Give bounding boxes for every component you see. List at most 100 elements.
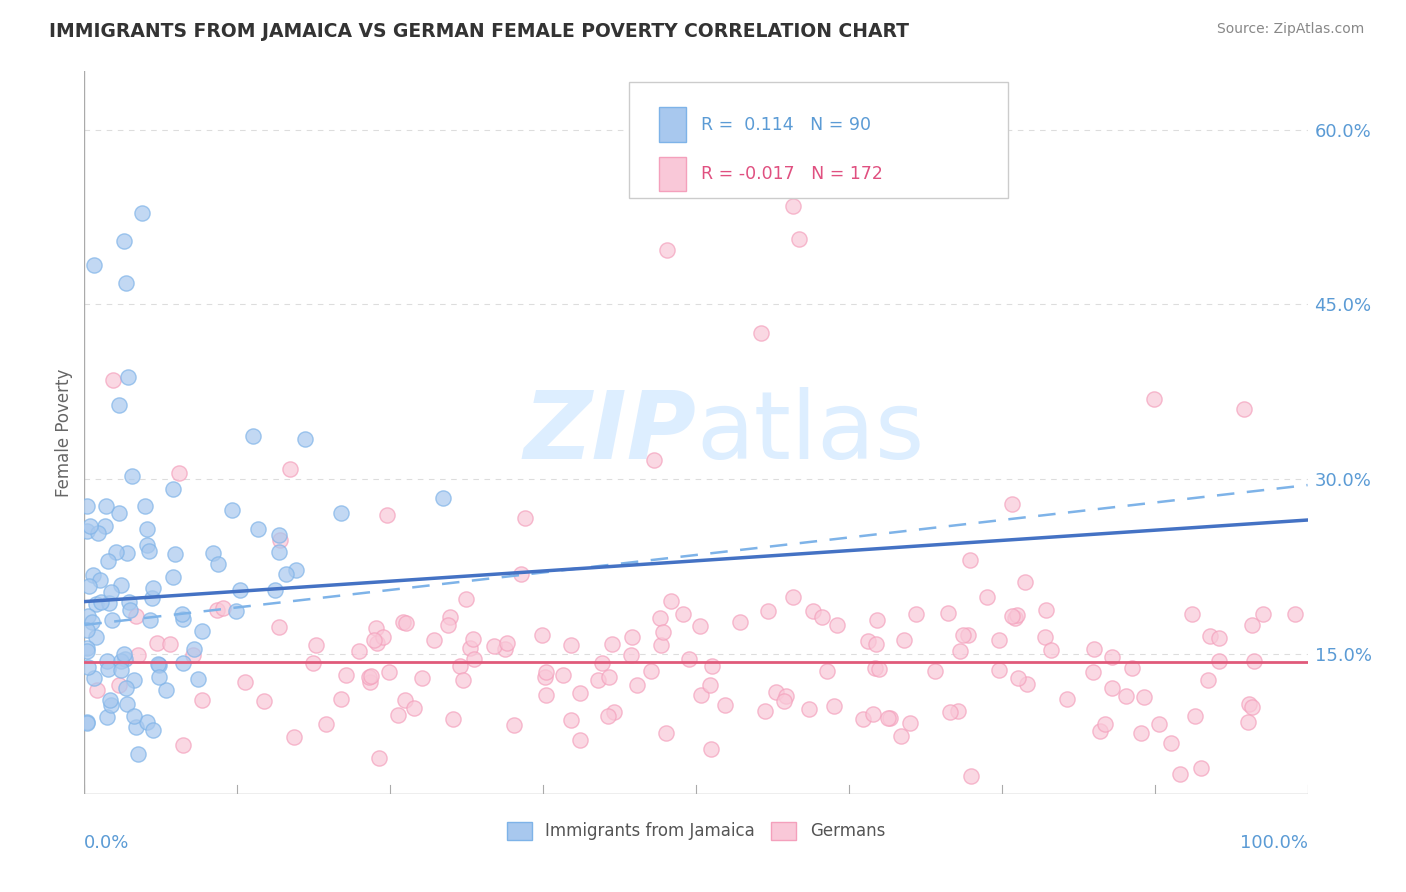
Immigrants from Jamaica — [97, 662, 120, 676]
Germans — [1208, 631, 1230, 645]
Germans — [938, 606, 960, 620]
Germans — [603, 705, 626, 719]
Germans — [509, 566, 531, 581]
Immigrants from Jamaica — [96, 710, 118, 724]
Germans — [1189, 761, 1212, 775]
Germans — [1040, 642, 1063, 657]
Germans — [172, 739, 194, 753]
Immigrants from Jamaica — [122, 709, 145, 723]
Germans — [1133, 690, 1156, 704]
Immigrants from Jamaica — [77, 660, 100, 674]
Germans — [1181, 607, 1204, 622]
Germans — [1243, 654, 1265, 668]
Immigrants from Jamaica — [76, 715, 98, 730]
Immigrants from Jamaica — [108, 398, 131, 412]
Germans — [395, 616, 418, 631]
Germans — [1199, 630, 1222, 644]
Immigrants from Jamaica — [172, 612, 194, 626]
Germans — [536, 688, 558, 702]
Immigrants from Jamaica — [79, 518, 101, 533]
Germans — [530, 628, 553, 642]
Immigrants from Jamaica — [79, 579, 101, 593]
Germans — [1115, 689, 1137, 703]
Germans — [1121, 661, 1143, 675]
Germans — [1083, 641, 1105, 656]
FancyBboxPatch shape — [628, 82, 1008, 198]
Germans — [655, 244, 678, 258]
Germans — [621, 630, 644, 644]
Germans — [952, 628, 974, 642]
Germans — [823, 699, 845, 714]
Immigrants from Jamaica — [229, 582, 252, 597]
Immigrants from Jamaica — [146, 657, 169, 671]
Germans — [689, 619, 711, 633]
Germans — [568, 732, 591, 747]
Germans — [159, 636, 181, 650]
Immigrants from Jamaica — [110, 663, 132, 677]
Germans — [988, 633, 1011, 648]
Germans — [652, 625, 675, 640]
Germans — [825, 617, 848, 632]
Germans — [699, 678, 721, 692]
Germans — [267, 620, 290, 634]
Immigrants from Jamaica — [82, 615, 104, 630]
Germans — [458, 640, 481, 655]
Immigrants from Jamaica — [96, 499, 118, 513]
Germans — [1168, 766, 1191, 780]
Germans — [127, 648, 149, 663]
Germans — [233, 674, 256, 689]
Immigrants from Jamaica — [221, 503, 243, 517]
Immigrants from Jamaica — [86, 525, 108, 540]
Germans — [451, 673, 474, 687]
Immigrants from Jamaica — [82, 567, 104, 582]
Germans — [437, 617, 460, 632]
Immigrants from Jamaica — [115, 697, 138, 711]
Germans — [1233, 402, 1256, 417]
Immigrants from Jamaica — [142, 723, 165, 737]
Immigrants from Jamaica — [267, 545, 290, 559]
Germans — [205, 603, 228, 617]
Germans — [1014, 574, 1036, 589]
Germans — [856, 633, 879, 648]
Germans — [368, 751, 391, 765]
Immigrants from Jamaica — [115, 681, 138, 696]
Immigrants from Jamaica — [148, 658, 170, 673]
Germans — [1056, 692, 1078, 706]
Germans — [1143, 392, 1166, 407]
Text: atlas: atlas — [696, 386, 924, 479]
Immigrants from Jamaica — [107, 506, 129, 520]
Immigrants from Jamaica — [114, 651, 136, 665]
Germans — [728, 615, 751, 630]
Germans — [598, 669, 620, 683]
Germans — [959, 552, 981, 566]
Germans — [775, 689, 797, 703]
Immigrants from Jamaica — [110, 578, 132, 592]
Immigrants from Jamaica — [135, 522, 157, 536]
Immigrants from Jamaica — [264, 582, 287, 597]
Bar — [659, 108, 686, 142]
Germans — [811, 609, 834, 624]
Immigrants from Jamaica — [187, 673, 209, 687]
Germans — [347, 644, 370, 658]
Germans — [1035, 603, 1057, 617]
Immigrants from Jamaica — [76, 499, 98, 513]
Germans — [1004, 611, 1026, 625]
Text: IMMIGRANTS FROM JAMAICA VS GERMAN FEMALE POVERTY CORRELATION CHART: IMMIGRANTS FROM JAMAICA VS GERMAN FEMALE… — [49, 22, 910, 41]
Germans — [987, 663, 1010, 677]
Immigrants from Jamaica — [115, 546, 138, 560]
Germans — [626, 678, 648, 692]
Immigrants from Jamaica — [148, 670, 170, 684]
Germans — [797, 701, 820, 715]
Germans — [946, 704, 969, 718]
Immigrants from Jamaica — [83, 258, 105, 272]
Germans — [754, 704, 776, 718]
Germans — [315, 716, 337, 731]
Germans — [394, 693, 416, 707]
Germans — [1160, 735, 1182, 749]
Text: 100.0%: 100.0% — [1240, 834, 1308, 852]
Text: R = -0.017   N = 172: R = -0.017 N = 172 — [700, 165, 883, 183]
Germans — [879, 710, 901, 724]
Germans — [1088, 724, 1111, 739]
Immigrants from Jamaica — [83, 671, 105, 685]
Germans — [959, 769, 981, 783]
